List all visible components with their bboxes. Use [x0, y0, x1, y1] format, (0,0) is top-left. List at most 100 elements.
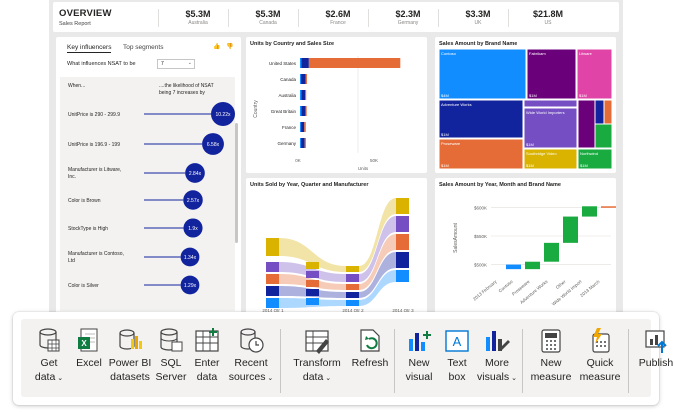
ribbon-label: data ⌄ [302, 371, 332, 383]
influencer-bubble[interactable] [183, 218, 203, 238]
treemap-tile[interactable] [594, 99, 605, 125]
bar-segment[interactable] [300, 106, 302, 116]
waterfall-bar[interactable] [506, 264, 521, 270]
recent-sources-button[interactable]: Recent sources ⌄ [225, 327, 277, 397]
key-influencers-visual[interactable]: Key influencers Top segments 👍 👎 What in… [56, 37, 241, 315]
bar-segment[interactable] [301, 122, 305, 132]
bar-segment[interactable] [305, 106, 307, 116]
ribbon-bar[interactable] [306, 289, 319, 296]
treemap-tile[interactable] [438, 48, 527, 100]
units-by-country-visual[interactable]: Units by Country and Sales Size Country Un… [246, 37, 427, 173]
tick-label: 0K [295, 158, 301, 163]
get-data-button[interactable]: Get data ⌄ [27, 327, 71, 397]
ribbon-bar[interactable] [396, 252, 409, 268]
treemap-tile[interactable] [438, 138, 524, 170]
ribbon-toolbar: Get data ⌄ X Excel Power BI datasets SQL Server… [21, 319, 673, 397]
waterfall-bar[interactable] [544, 242, 559, 262]
new-visual-button[interactable]: New visual [399, 327, 439, 397]
bar-segment[interactable] [300, 74, 302, 84]
ribbon-bar[interactable] [346, 274, 359, 282]
treemap-tile[interactable] [594, 123, 613, 149]
bar-segment[interactable] [308, 58, 401, 68]
enter-data-button[interactable]: Enter data [189, 327, 225, 397]
new-measure-button[interactable]: New measure [527, 327, 575, 397]
sales-by-brand-visual[interactable]: Sales Amount by Brand Name Contoso $4M Fabr… [435, 37, 616, 173]
tab-top-segments[interactable]: Top segments [123, 44, 164, 51]
more-visuals-button[interactable]: More visuals ⌄ [475, 327, 519, 397]
bar-segment[interactable] [301, 90, 306, 100]
waterfall-bar[interactable] [563, 216, 578, 243]
ribbon-bar[interactable] [266, 238, 279, 256]
influencer-bubble[interactable] [185, 163, 205, 183]
ribbon-bar[interactable] [306, 298, 319, 305]
category-label: Other [555, 279, 567, 290]
ribbon-bar[interactable] [306, 280, 319, 287]
kpi-label: Australia [188, 20, 208, 26]
treemap-tile[interactable] [577, 148, 613, 170]
quick-measure-button[interactable]: Quick measure [575, 327, 625, 397]
ribbon-bar[interactable] [346, 300, 359, 306]
treemap-tile[interactable] [526, 48, 577, 100]
bar-segment[interactable] [300, 58, 302, 68]
bar-segment[interactable] [301, 74, 306, 84]
units-sold-visual[interactable]: Units Sold by Year, Quarter and Manufact… [246, 178, 427, 316]
waterfall-bar[interactable] [582, 206, 597, 217]
refresh-button[interactable]: Refresh [349, 327, 391, 397]
kpi-label: France [330, 20, 346, 26]
text-box-button[interactable]: A Text box [439, 327, 475, 397]
influencer-bubble[interactable] [183, 190, 203, 210]
bar-segment[interactable] [300, 138, 302, 148]
ribbon-bar[interactable] [396, 198, 409, 214]
waterfall-bar[interactable] [601, 206, 616, 208]
influencer-bubble[interactable] [180, 275, 200, 295]
scrollbar[interactable] [235, 123, 238, 243]
influencer-bubble[interactable] [202, 133, 224, 155]
ribbon-bar[interactable] [346, 292, 359, 298]
tab-key-influencers[interactable]: Key influencers [67, 44, 112, 53]
sql-server-button[interactable]: SQL Server [153, 327, 189, 397]
ribbon-bar[interactable] [396, 216, 409, 232]
ribbon-bar[interactable] [396, 234, 409, 250]
bar-segment[interactable] [301, 58, 309, 68]
treemap-tile[interactable] [603, 99, 613, 125]
bar-segment[interactable] [305, 90, 307, 100]
ribbon-bar[interactable] [346, 284, 359, 290]
ribbon-bar[interactable] [396, 270, 409, 282]
bar-segment[interactable] [305, 74, 307, 84]
excel-button[interactable]: X Excel [71, 327, 107, 397]
ribbon-bar[interactable] [266, 262, 279, 272]
treemap-tile[interactable] [576, 48, 613, 100]
ribbon-bar[interactable] [306, 271, 319, 278]
sales-waterfall-visual[interactable]: Sales Amount by Year, Month and Brand Na… [435, 178, 616, 316]
bar-segment[interactable] [304, 122, 306, 132]
kpi-value: $3.3M [465, 9, 491, 19]
bar-segment[interactable] [300, 122, 302, 132]
treemap-tile[interactable] [523, 99, 578, 108]
publish-button[interactable]: Publish [633, 327, 674, 397]
ribbon-bar[interactable] [266, 298, 279, 308]
treemap-tile[interactable] [523, 148, 578, 170]
ribbon-bar[interactable] [306, 262, 319, 269]
ribbon-bar[interactable] [346, 266, 359, 272]
nsat-value-select[interactable]: 7 ⌄ [157, 59, 195, 69]
bar-segment[interactable] [301, 138, 305, 148]
powerbi-datasets-icon [119, 329, 142, 350]
ribbon-label: Publish [638, 357, 674, 369]
bar-segment[interactable] [301, 106, 306, 116]
ribbon-bar[interactable] [266, 274, 279, 284]
influencer-bubble[interactable] [211, 102, 235, 126]
kpi-card: $21.8M US [512, 9, 584, 26]
treemap-tile[interactable] [577, 99, 596, 149]
power-bi-datasets-button[interactable]: Power BI datasets [107, 327, 153, 397]
feedback-icons[interactable]: 👍 👎 [213, 44, 236, 50]
treemap-tile[interactable] [438, 99, 524, 139]
treemap-tile[interactable] [523, 107, 578, 149]
influencer-bubble[interactable] [180, 247, 200, 267]
waterfall-bar[interactable] [525, 261, 540, 270]
ribbon-label: data ⌄ [34, 371, 64, 383]
bar-segment[interactable] [300, 90, 302, 100]
bar-segment[interactable] [304, 138, 306, 148]
transform-data-button[interactable]: Transform data ⌄ [285, 327, 349, 397]
ribbon-bar[interactable] [266, 286, 279, 296]
